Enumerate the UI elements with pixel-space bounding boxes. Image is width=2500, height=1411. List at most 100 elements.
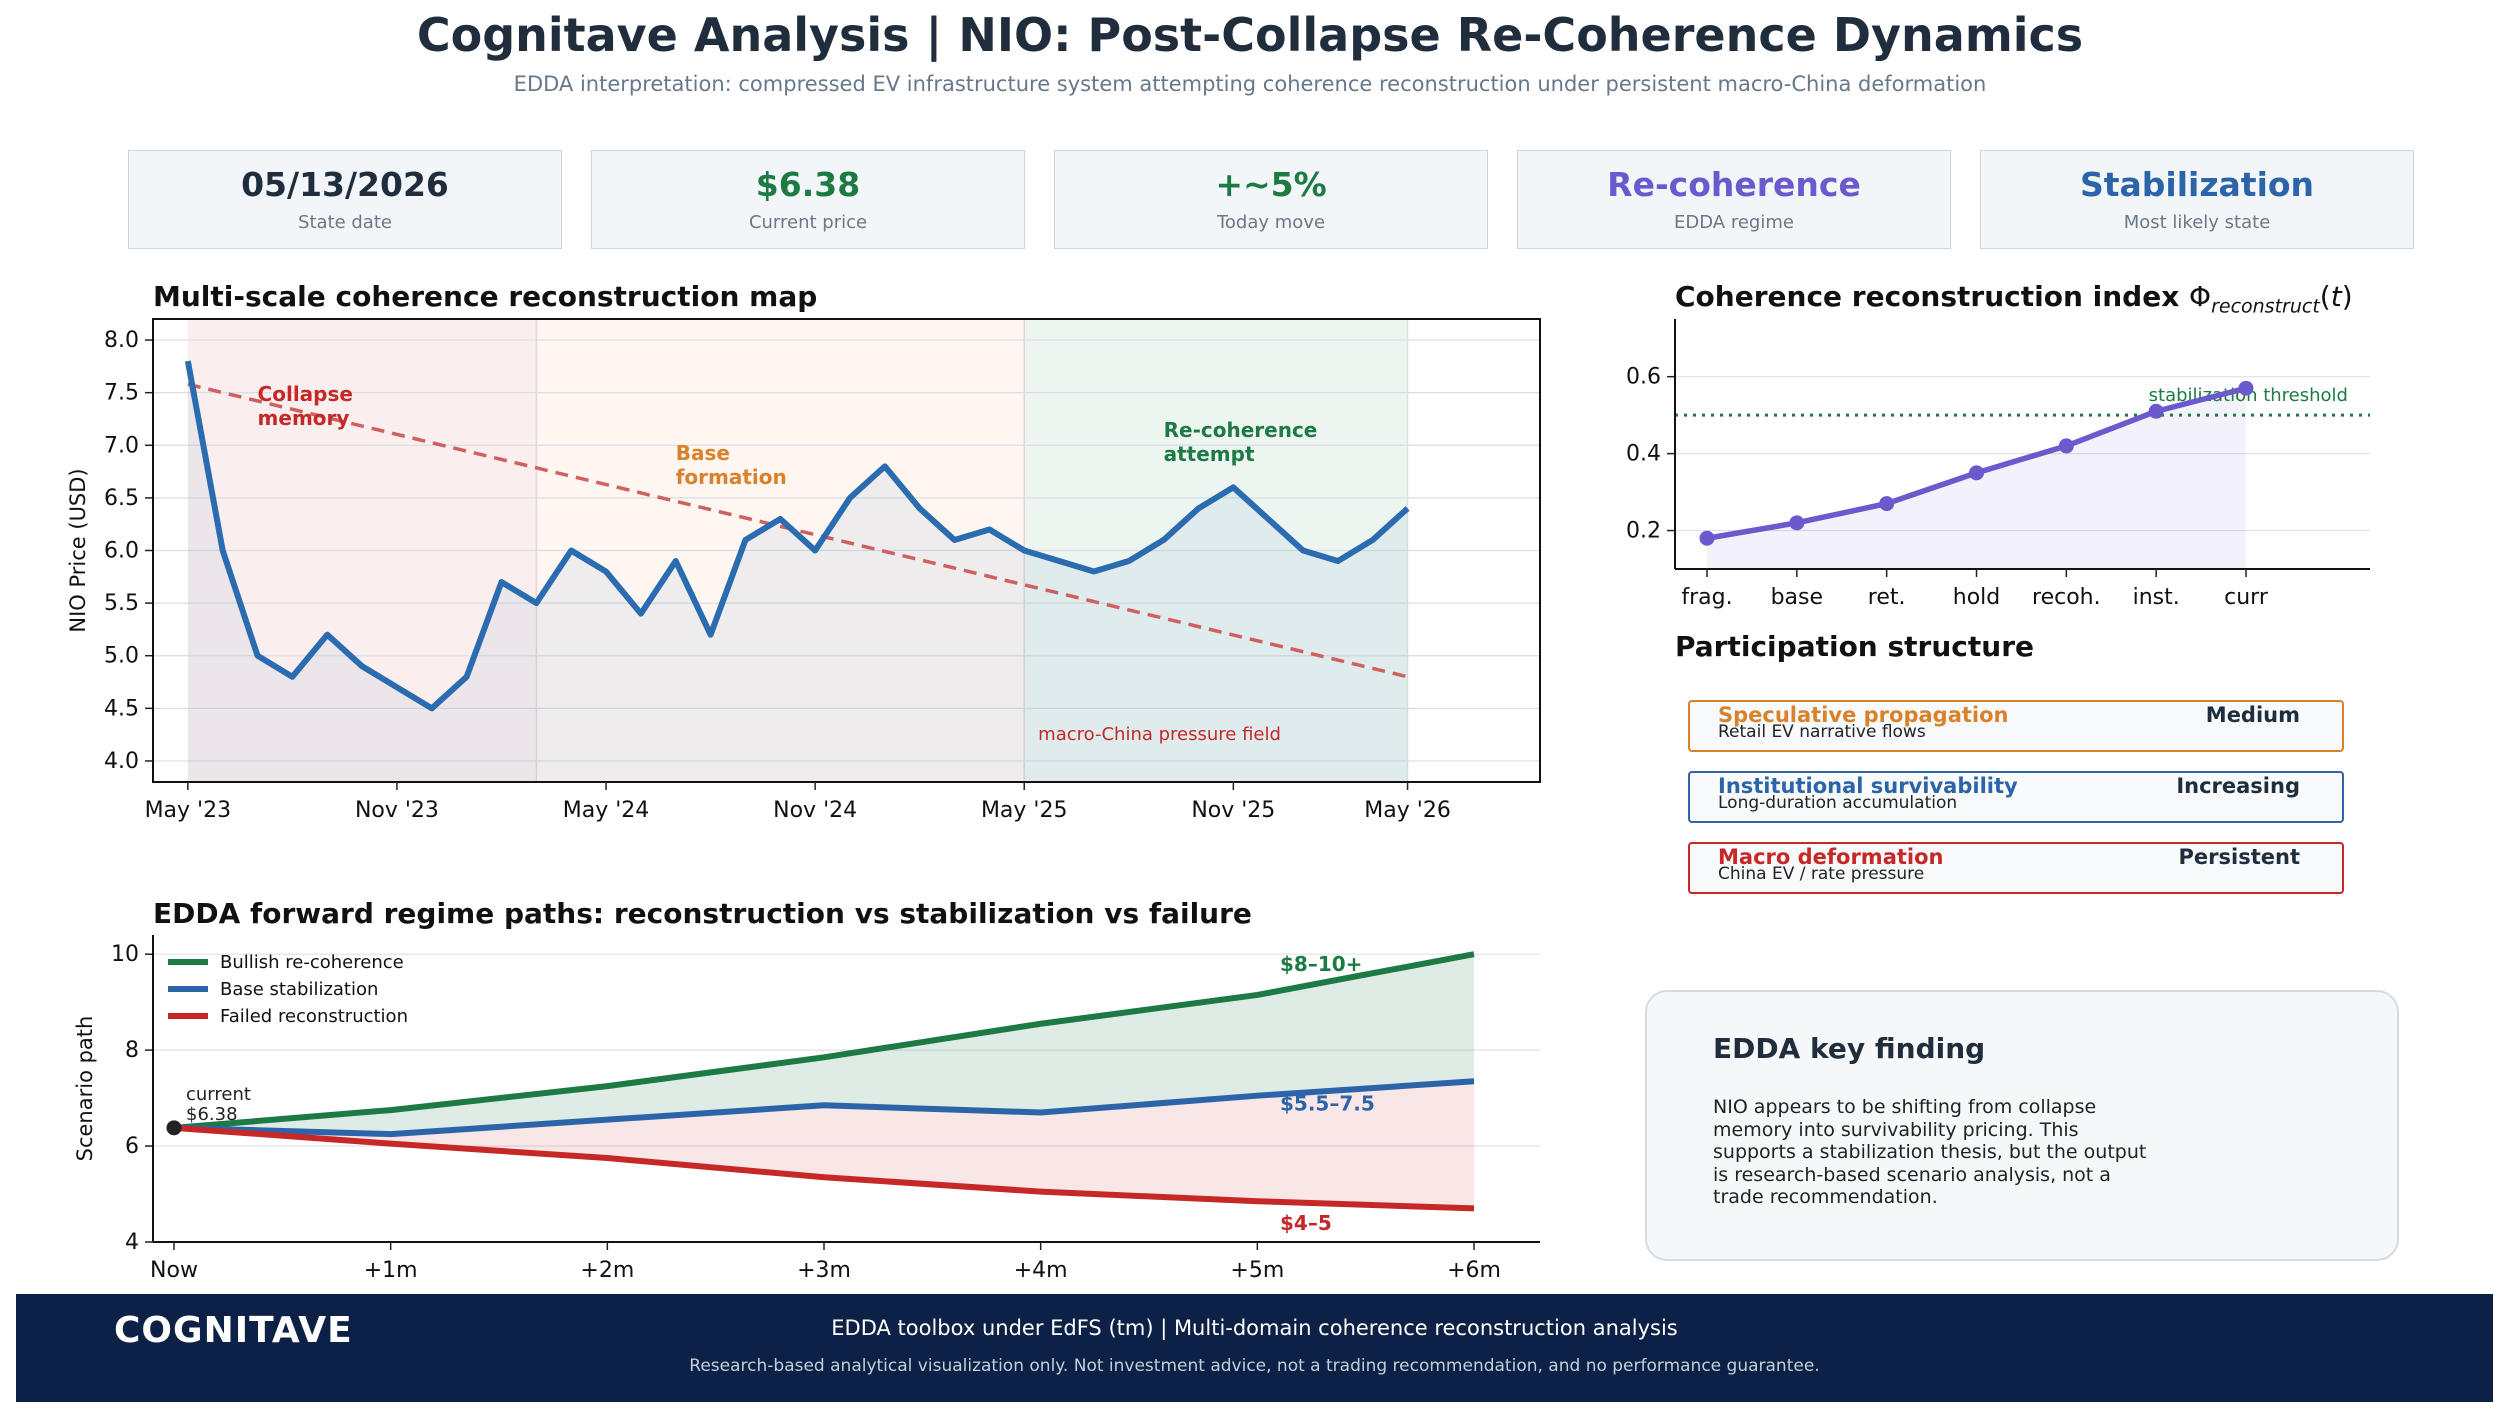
y-tick-label: 8.0 — [104, 328, 139, 353]
regime-label: Base — [676, 441, 730, 465]
price-area — [187, 361, 1408, 782]
current-point — [166, 1120, 182, 1136]
kpi-value: Re-coherence — [1607, 165, 1861, 204]
footer-disclaimer: Research-based analytical visualization … — [689, 1356, 1820, 1376]
index-point — [1969, 465, 1984, 481]
y-tick-label: 0.2 — [1626, 519, 1661, 544]
x-tick-label: +6m — [1447, 1258, 1501, 1283]
kpi-label: Today move — [1216, 212, 1326, 233]
path-end-label: $4–5 — [1280, 1211, 1332, 1235]
legend-label: Bullish re-coherence — [220, 952, 404, 973]
index-point — [2148, 403, 2164, 419]
legend-label: Failed reconstruction — [220, 1006, 408, 1027]
y-tick-label: 0.6 — [1626, 365, 1661, 390]
path-end-label: $8–10+ — [1280, 952, 1362, 976]
path-line-0 — [173, 951, 1475, 1131]
regime-label: Re-coherence — [1164, 418, 1318, 442]
participation-desc: Retail EV narrative flows — [1718, 722, 1926, 742]
failure-band — [174, 1081, 1474, 1209]
footer: COGNITAVE EDDA toolbox under EdFS (tm) |… — [16, 1294, 2493, 1402]
x-tick-label: frag. — [1681, 585, 1732, 610]
kpi-card-most-likely-state: Stabilization Most likely state — [1980, 150, 2414, 249]
x-tick-label: Nov '24 — [773, 798, 857, 823]
participation-name: Speculative propagation — [1718, 703, 2009, 727]
y-tick-label: 4.0 — [104, 749, 139, 774]
kpi-label: State date — [298, 212, 392, 233]
index-point — [1699, 530, 1715, 546]
page-subtitle: EDDA interpretation: compressed EV infra… — [513, 72, 1987, 96]
key-finding-body: NIO appears to be shifting from collapse… — [1713, 1096, 2147, 1208]
x-tick-label: base — [1771, 585, 1823, 610]
y-tick-label: 4.5 — [104, 696, 139, 721]
key-finding-title: EDDA key finding — [1713, 1032, 1986, 1065]
x-tick-label: hold — [1953, 585, 2000, 610]
kpi-label: EDDA regime — [1674, 212, 1794, 233]
y-axis-label: Scenario path — [73, 1016, 97, 1162]
kpi-value: $6.38 — [755, 165, 861, 204]
kpi-card-edda-regime: Re-coherence EDDA regime — [1517, 150, 1951, 249]
x-tick-label: +2m — [580, 1258, 634, 1283]
y-tick-label: 5.5 — [104, 591, 139, 616]
x-tick-label: Nov '23 — [355, 798, 439, 823]
kpi-label: Current price — [748, 212, 868, 233]
x-tick-label: May '26 — [1364, 798, 1451, 823]
index-point — [1879, 496, 1895, 512]
participation-level: Medium — [2205, 703, 2300, 727]
footer-line-1: EDDA toolbox under EdFS (tm) | Multi-dom… — [831, 1316, 1678, 1340]
x-tick-label: +1m — [364, 1258, 418, 1283]
current-value-label: $6.38 — [186, 1104, 238, 1125]
kpi-card-current-price: $6.38 Current price — [591, 150, 1025, 249]
path-end-label: $5.5–7.5 — [1280, 1092, 1375, 1116]
y-tick-label: 4 — [125, 1230, 139, 1255]
y-tick-label: 10 — [111, 942, 139, 967]
kpi-value: +~5% — [1215, 165, 1327, 204]
participation-level: Increasing — [2176, 774, 2300, 798]
kpi-value: Stabilization — [2079, 165, 2315, 204]
regime-label: attempt — [1164, 442, 1255, 466]
index-point — [2058, 438, 2074, 454]
participation-level: Persistent — [2178, 845, 2300, 869]
kpi-value: 05/13/2026 — [241, 165, 449, 204]
macro-pressure-annotation: macro-China pressure field — [1038, 724, 1281, 745]
price-chart: 4.0 4.5 5.0 5.5 6.0 6.5 7.0 7.5 8.0 Collapsememor… — [66, 318, 1541, 823]
kpi-card-today-move: +~5% Today move — [1054, 150, 1488, 249]
x-tick-label: curr — [2224, 585, 2269, 610]
y-tick-label: 7.5 — [104, 381, 139, 406]
price-chart-title: Multi-scale coherence reconstruction map — [153, 280, 818, 313]
x-tick-label: Nov '25 — [1191, 798, 1275, 823]
regime-label: Collapse — [258, 382, 353, 406]
y-tick-label: 6 — [125, 1134, 139, 1159]
y-tick-label: 7.0 — [104, 433, 139, 458]
participation-name: Institutional survivability — [1718, 774, 2018, 798]
kpi-card-state-date: 05/13/2026 State date — [128, 150, 562, 249]
path-line-1 — [173, 1078, 1475, 1138]
bullish-band — [174, 954, 1474, 1135]
kpi-label: Most likely state — [2123, 212, 2271, 233]
paths-chart: 4 6 8 10 $8–10+ $5.5–7.5 $4–5 current$6.38 Bulli… — [73, 935, 1540, 1283]
y-axis-label: NIO Price (USD) — [66, 468, 90, 632]
x-tick-label: inst. — [2133, 585, 2180, 610]
index-chart-title: Coherence reconstruction index Φreconstr… — [1675, 280, 2353, 318]
x-tick-label: +5m — [1230, 1258, 1284, 1283]
x-tick-label: +3m — [797, 1258, 851, 1283]
participation-desc: China EV / rate pressure — [1718, 864, 1925, 884]
legend-label: Base stabilization — [220, 979, 378, 1000]
index-chart-title-text: Coherence reconstruction index — [1675, 280, 2180, 313]
current-label: current — [186, 1084, 251, 1105]
x-tick-label: May '25 — [981, 798, 1068, 823]
price-line — [184, 360, 1410, 712]
participation-name: Macro deformation — [1718, 845, 1944, 869]
y-tick-label: 5.0 — [104, 644, 139, 669]
y-tick-label: 6.5 — [104, 486, 139, 511]
plot-frame — [152, 318, 1541, 783]
regime-label: formation — [676, 465, 787, 489]
participation-institutional: Institutional survivability Long-duratio… — [1688, 771, 2344, 823]
x-tick-label: recoh. — [2032, 585, 2101, 610]
path-line-2 — [173, 1124, 1475, 1212]
footer-brand: COGNITAVE — [114, 1310, 353, 1351]
page-title: Cognitave Analysis | NIO: Post-Collapse … — [416, 8, 2084, 62]
y-tick-label: 8 — [125, 1038, 139, 1063]
x-tick-label: Now — [150, 1258, 198, 1283]
index-point — [2238, 380, 2254, 396]
